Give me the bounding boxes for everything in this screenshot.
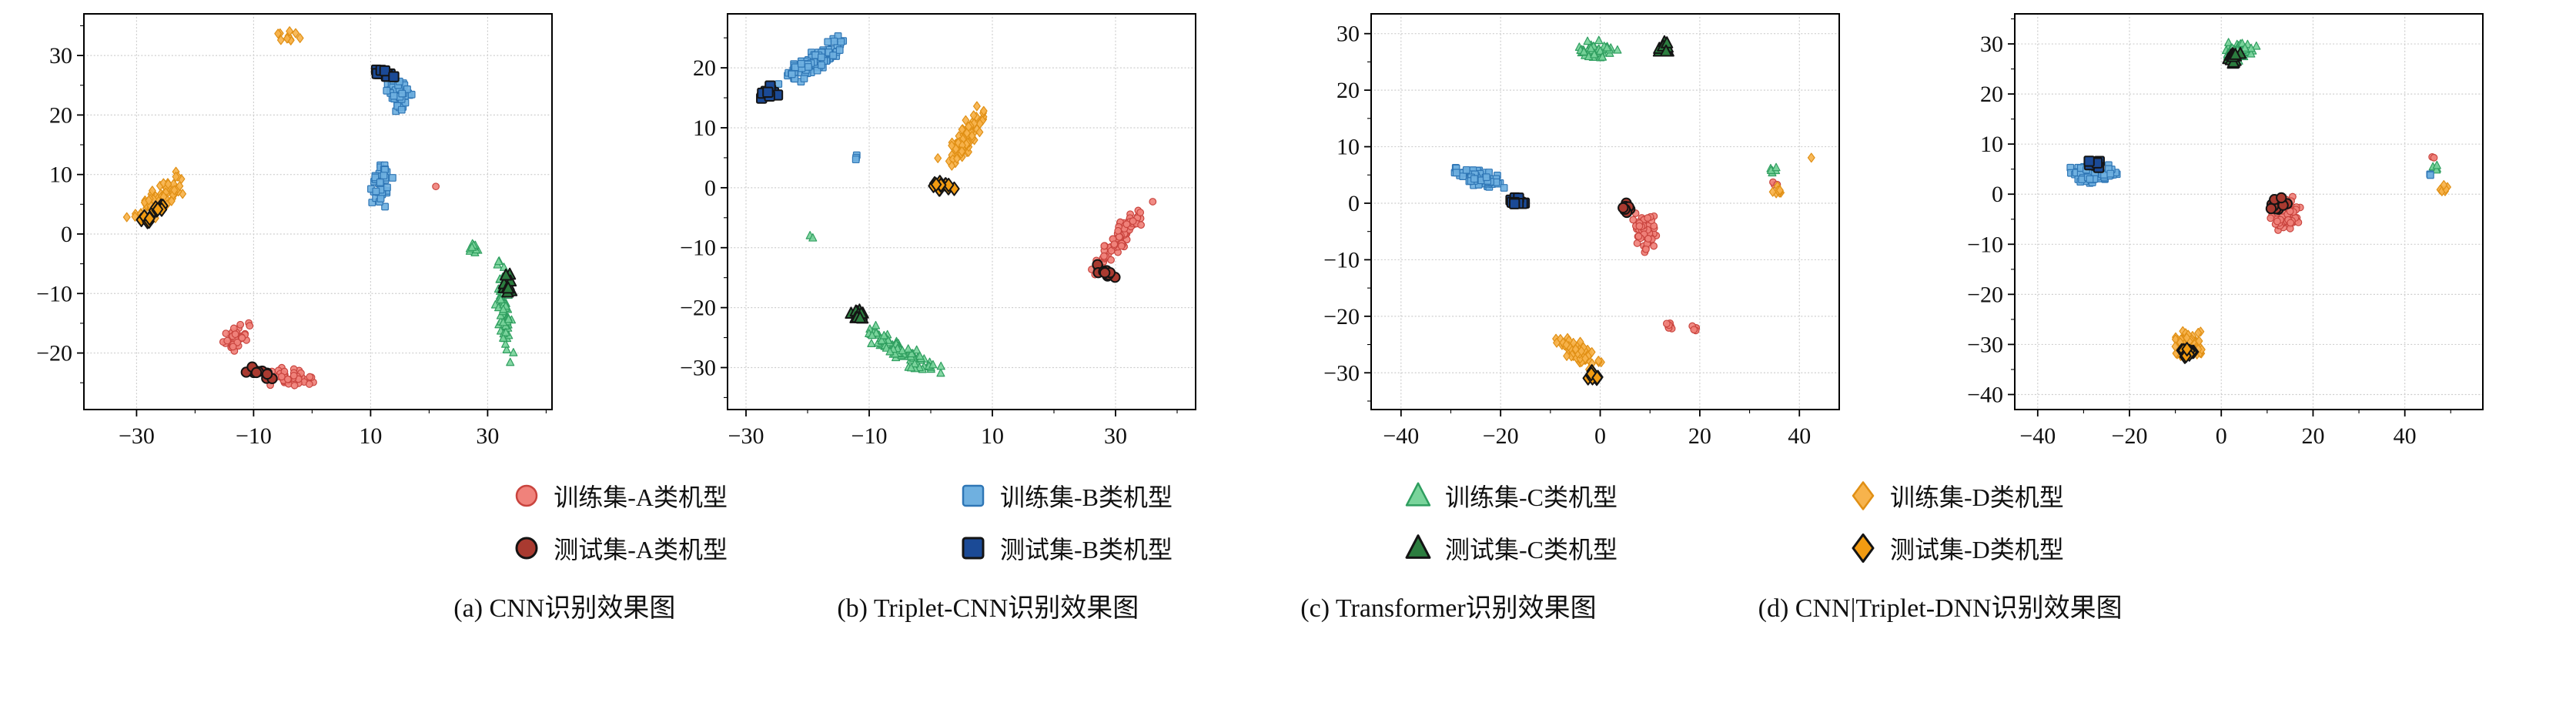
caption-c: (c) Transformer识别效果图 (1300, 594, 1597, 623)
test-a-marker-icon (515, 537, 538, 560)
legend-entry-test-b: 测试集-B类机型 (958, 533, 1173, 564)
svg-text:0: 0 (2216, 423, 2227, 446)
svg-text:10: 10 (1980, 132, 2003, 157)
legend-column-c: 训练集-C类机型 测试集-C类机型 (1403, 480, 1618, 564)
svg-text:30: 30 (1337, 22, 1360, 47)
legend-entry-test-a: 测试集-A类机型 (512, 533, 728, 564)
svg-text:−20: −20 (36, 341, 72, 366)
svg-text:−30: −30 (680, 355, 716, 380)
legend-entry-train-d: 训练集-D类机型 (1848, 480, 2064, 511)
svg-text:−10: −10 (851, 423, 888, 446)
test-d-marker-icon (1852, 533, 1875, 563)
svg-text:10: 10 (981, 423, 1004, 446)
svg-text:30: 30 (1980, 32, 2003, 57)
legend-label: 训练集-C类机型 (1445, 483, 1618, 511)
legend: 训练集-A类机型 测试集-A类机型 训练集-B类机型 测试集-B类机型 训练集-… (0, 480, 2576, 564)
tsne-figure: −30 −10 10 30 −20 −10 0 10 20 30 −30 −10 10 30 −30 −20… (0, 5, 2576, 624)
svg-text:0: 0 (1348, 191, 1360, 216)
caption-b: (b) Triplet-CNN识别效果图 (837, 594, 1139, 623)
legend-entry-train-b: 训练集-B类机型 (958, 480, 1173, 511)
train-b-marker-icon (962, 484, 985, 507)
svg-text:20: 20 (1688, 423, 1711, 446)
legend-entry-test-c: 测试集-C类机型 (1403, 533, 1618, 564)
legend-entry-train-a: 训练集-A类机型 (512, 480, 728, 511)
legend-entry-train-c: 训练集-C类机型 (1403, 480, 1618, 511)
svg-text:−20: −20 (1967, 282, 2003, 307)
svg-text:−20: −20 (1483, 423, 1519, 446)
legend-column-d: 训练集-D类机型 测试集-D类机型 (1848, 480, 2064, 564)
legend-label: 训练集-D类机型 (1890, 483, 2064, 511)
svg-text:10: 10 (1337, 135, 1360, 160)
svg-text:−30: −30 (728, 423, 764, 446)
svg-text:−40: −40 (1383, 423, 1419, 446)
svg-text:10: 10 (49, 162, 72, 188)
svg-text:30: 30 (1104, 423, 1127, 446)
svg-text:10: 10 (359, 423, 382, 446)
scatter-plot-c: −40 −20 0 20 40 −30 −20 −10 0 10 20 30 (1323, 13, 1840, 446)
svg-text:40: 40 (2394, 423, 2417, 446)
svg-text:−20: −20 (2112, 423, 2148, 446)
svg-text:−10: −10 (680, 236, 716, 261)
svg-text:20: 20 (1337, 78, 1360, 103)
svg-text:0: 0 (1992, 182, 2003, 207)
train-d-marker-icon (1852, 481, 1875, 510)
svg-text:30: 30 (49, 43, 72, 69)
caption-a: (a) CNN识别效果图 (453, 594, 676, 623)
test-b-marker-icon (962, 537, 985, 560)
svg-text:0: 0 (1594, 423, 1606, 446)
svg-text:−30: −30 (119, 423, 155, 446)
svg-text:30: 30 (476, 423, 499, 446)
legend-column-a: 训练集-A类机型 测试集-A类机型 (512, 480, 728, 564)
scatter-plot-a: −30 −10 10 30 −20 −10 0 10 20 30 (36, 13, 553, 446)
svg-text:−20: −20 (680, 296, 716, 321)
svg-text:−40: −40 (1967, 382, 2003, 407)
svg-text:0: 0 (61, 222, 72, 247)
svg-text:20: 20 (693, 55, 716, 81)
svg-text:20: 20 (1980, 82, 2003, 107)
svg-text:0: 0 (704, 176, 716, 201)
svg-text:−10: −10 (36, 281, 72, 306)
legend-label: 测试集-C类机型 (1445, 536, 1618, 564)
svg-text:−10: −10 (236, 423, 272, 446)
caption-d: (d) CNN|Triplet-DNN识别效果图 (1758, 594, 2123, 623)
captions-row: (a) CNN识别效果图 (b) Triplet-CNN识别效果图 (c) Tr… (0, 587, 2576, 624)
svg-text:20: 20 (49, 102, 72, 128)
legend-label: 测试集-D类机型 (1890, 536, 2064, 564)
svg-text:−10: −10 (1967, 232, 2003, 257)
plots-row: −30 −10 10 30 −20 −10 0 10 20 30 −30 −10 10 30 −30 −20… (0, 5, 2576, 446)
legend-label: 测试集-B类机型 (999, 536, 1173, 564)
scatter-plot-d: −40 −20 0 20 40 −40 −30 −20 −10 0 10 20 30 (1967, 13, 2484, 446)
train-c-marker-icon (1405, 482, 1431, 507)
svg-text:40: 40 (1788, 423, 1811, 446)
svg-text:−20: −20 (1323, 304, 1360, 329)
legend-label: 训练集-A类机型 (554, 483, 728, 511)
svg-text:−30: −30 (1323, 360, 1360, 386)
legend-label: 测试集-A类机型 (554, 536, 728, 564)
scatter-plot-b: −30 −10 10 30 −30 −20 −10 0 10 20 (680, 13, 1196, 446)
svg-text:−40: −40 (2019, 423, 2056, 446)
test-c-marker-icon (1405, 534, 1431, 559)
train-a-marker-icon (515, 484, 538, 507)
legend-column-b: 训练集-B类机型 测试集-B类机型 (958, 480, 1173, 564)
svg-text:−10: −10 (1323, 247, 1360, 273)
legend-label: 训练集-B类机型 (999, 483, 1173, 511)
legend-entry-test-d: 测试集-D类机型 (1848, 533, 2064, 564)
svg-text:−30: −30 (1967, 332, 2003, 357)
svg-text:10: 10 (693, 115, 716, 141)
svg-text:20: 20 (2301, 423, 2324, 446)
